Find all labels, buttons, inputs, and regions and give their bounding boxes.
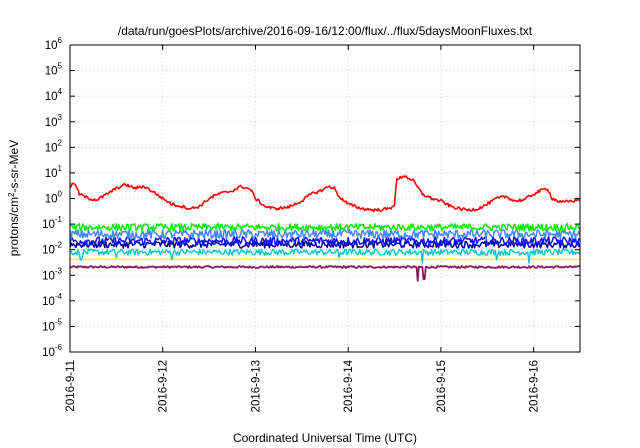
x-tick-label: 2016-9-11 [65, 360, 77, 412]
x-axis-label: Coordinated Universal Time (UTC) [233, 431, 417, 445]
x-tick-label: 2016-9-16 [529, 360, 541, 412]
y-tick-label: 10-2 [42, 241, 62, 257]
x-tick-label: 2016-9-12 [158, 360, 170, 412]
series-line [69, 222, 581, 232]
x-tick-label: 2016-9-15 [436, 360, 448, 412]
y-tick-label: 103 [45, 113, 63, 129]
series-line [69, 228, 581, 240]
series-line [69, 265, 580, 282]
plot-series [69, 175, 581, 282]
grid-lines [70, 45, 580, 352]
y-tick-label: 10-3 [42, 266, 62, 282]
series-line [69, 258, 581, 261]
chart-title: /data/run/goesPlots/archive/2016-09-16/1… [118, 24, 533, 38]
y-axis-label: protons/cm2-s-sr-MeV [7, 140, 22, 256]
series-line [69, 175, 581, 213]
y-tick-label: 10-4 [42, 292, 62, 308]
y-tick-label: 10-6 [42, 343, 62, 359]
y-tick-label: 10-1 [42, 215, 62, 231]
y-tick-label: 100 [45, 190, 63, 206]
x-tick-label: 2016-9-14 [343, 359, 355, 412]
series-line [69, 248, 581, 264]
series-line [69, 240, 581, 249]
x-tick-label: 2016-9-13 [250, 360, 262, 412]
x-axis-ticks: 2016-9-11 2016-9-12 2016-9-13 2016-9-14 2016… [65, 45, 541, 412]
y-tick-label: 104 [45, 87, 63, 103]
y-tick-label: 105 [45, 62, 63, 78]
y-axis-ticks: 10-6 10-5 10-4 10-3 10-2 10-1 100 101 102 103 104 1… [42, 36, 580, 359]
y-tick-label: 102 [45, 138, 63, 154]
y-tick-label: 106 [45, 36, 63, 52]
series-line [69, 236, 581, 246]
y-tick-label: 10-5 [42, 317, 62, 333]
y-tick-label: 101 [45, 164, 63, 180]
